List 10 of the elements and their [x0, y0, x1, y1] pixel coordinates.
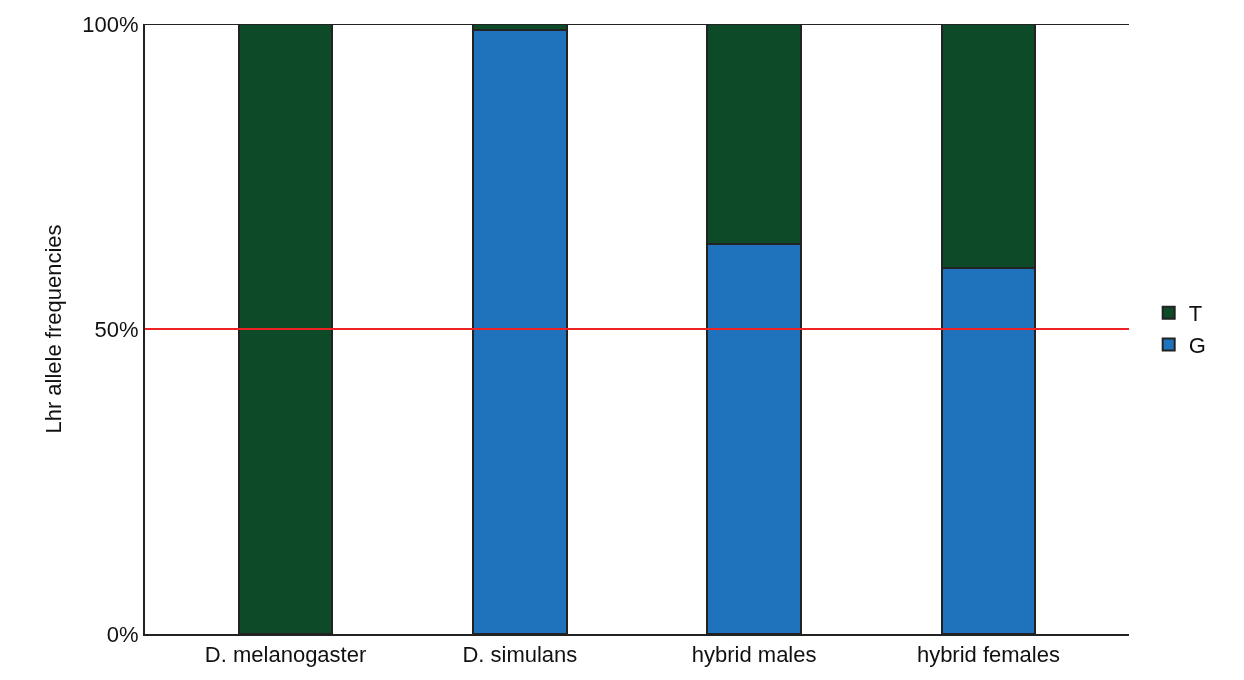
- y-tick-label: 50%: [94, 316, 139, 342]
- y-tick-label: 0%: [106, 621, 139, 647]
- y-tick-label: 100%: [82, 11, 139, 37]
- y-axis-title: Lhr allele frequencies: [40, 224, 66, 434]
- x-tick-label: hybrid females: [916, 642, 1060, 668]
- x-tick-label: D. melanogaster: [204, 642, 367, 668]
- x-tick-label: D. simulans: [462, 642, 578, 668]
- legend-label: G: [1188, 332, 1206, 358]
- x-tick-label: hybrid males: [691, 642, 817, 668]
- legend-label: T: [1188, 301, 1203, 327]
